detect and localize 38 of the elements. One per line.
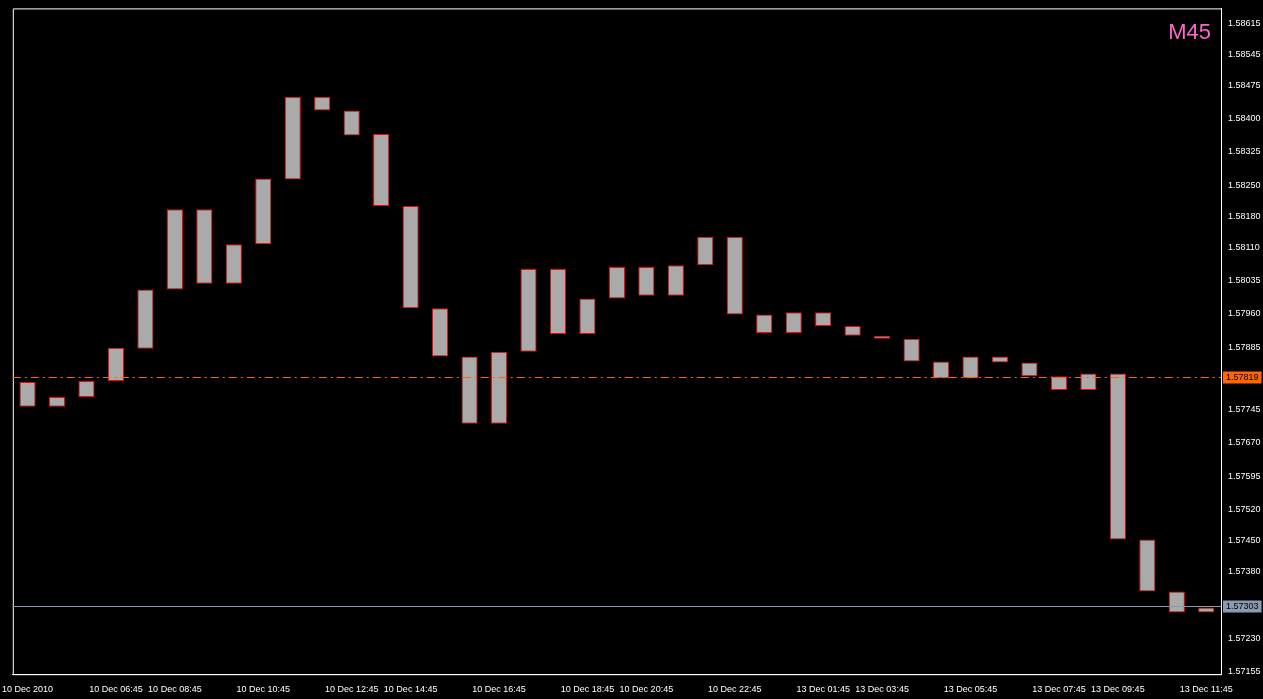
x-tick-label: 13 Dec 09:45 — [1091, 684, 1145, 695]
x-tick-label: 10 Dec 06:45 — [89, 684, 143, 695]
y-tick-label: 1.58545 — [1228, 48, 1261, 59]
y-tick-label: 1.57520 — [1228, 503, 1261, 514]
x-tick-label: 10 Dec 2010 — [2, 684, 54, 695]
y-tick-label: 1.57380 — [1228, 566, 1261, 577]
y-tick-label: 1.58325 — [1228, 146, 1261, 157]
y-tick-label: 1.58400 — [1228, 113, 1261, 124]
y-tick-label: 1.58250 — [1228, 179, 1261, 190]
y-tick-label: 1.58615 — [1228, 17, 1261, 28]
ref-line-label: 1.57819 — [1226, 371, 1259, 382]
y-tick-label: 1.57745 — [1228, 403, 1261, 414]
y-tick-label: 1.58110 — [1228, 241, 1260, 252]
y-tick-label: 1.57230 — [1228, 632, 1261, 643]
y-tick-label: 1.57885 — [1228, 341, 1261, 352]
x-tick-label: 13 Dec 07:45 — [1032, 684, 1086, 695]
y-tick-label: 1.58475 — [1228, 79, 1261, 90]
x-tick-label: 13 Dec 05:45 — [943, 684, 998, 695]
y-tick-label: 1.57960 — [1228, 308, 1261, 319]
x-tick-label: 10 Dec 12:45 — [324, 684, 379, 695]
y-tick-label: 1.58035 — [1228, 275, 1261, 286]
x-tick-label: 13 Dec 03:45 — [855, 684, 909, 695]
x-tick-label: 13 Dec 01:45 — [796, 684, 850, 695]
x-tick-label: 10 Dec 14:45 — [383, 684, 438, 695]
x-tick-label: 13 Dec 11:45 — [1179, 684, 1233, 695]
ref-line-label: 1.57303 — [1226, 600, 1259, 611]
x-tick-label: 10 Dec 10:45 — [236, 684, 291, 695]
x-tick-label: 10 Dec 22:45 — [708, 684, 762, 695]
y-tick-label: 1.58180 — [1228, 210, 1261, 221]
annotation: M45 — [1168, 19, 1211, 45]
y-tick-label: 1.57595 — [1228, 470, 1261, 481]
y-tick-label: 1.57155 — [1228, 666, 1261, 677]
x-tick-label: 10 Dec 16:45 — [472, 684, 526, 695]
x-tick-label: 10 Dec 18:45 — [560, 684, 615, 695]
y-tick-label: 1.57450 — [1228, 534, 1261, 545]
x-tick-label: 10 Dec 08:45 — [148, 684, 202, 695]
y-tick-label: 1.57670 — [1228, 437, 1261, 448]
x-tick-label: 10 Dec 20:45 — [619, 684, 674, 695]
